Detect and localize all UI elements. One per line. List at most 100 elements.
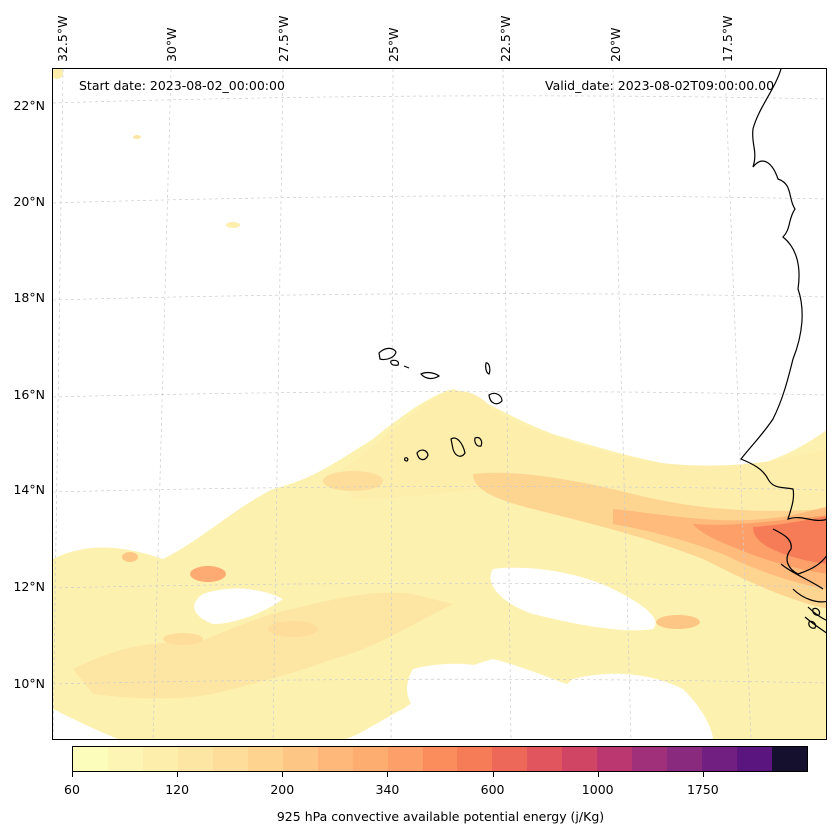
grid-lat-10 bbox=[53, 678, 826, 685]
grid-lat-14 bbox=[53, 486, 826, 493]
island-maio bbox=[474, 436, 483, 447]
cape-blob-w1 bbox=[190, 566, 226, 582]
lat-label-10n: 10°N bbox=[13, 676, 45, 691]
colorbar-tick-mark bbox=[492, 772, 494, 777]
colorbar-tick-label: 60 bbox=[64, 782, 80, 797]
island-sao-vicente bbox=[390, 359, 400, 366]
colorbar-segment-18 bbox=[702, 747, 738, 771]
gridlines bbox=[53, 69, 826, 739]
colorbar-segment-15 bbox=[597, 747, 633, 771]
colorbar-tick-mark bbox=[282, 772, 284, 777]
island-boa-vista bbox=[488, 392, 503, 405]
cape-blob-n2 bbox=[133, 135, 141, 139]
colorbar-segment-1 bbox=[107, 747, 143, 771]
cape-gap-far-south bbox=[53, 709, 119, 739]
lat-label-20n: 20°N bbox=[13, 194, 45, 209]
cape-blob-corner bbox=[53, 69, 63, 79]
colorbar-segment-2 bbox=[142, 747, 178, 771]
grid-lat-20 bbox=[53, 195, 826, 204]
grid-lon-30 bbox=[152, 69, 172, 739]
cape-band-south bbox=[73, 592, 453, 699]
grid-lon-32-5 bbox=[53, 69, 64, 739]
island-bijagos-1 bbox=[812, 607, 821, 616]
lon-label-30w: 30°W bbox=[164, 27, 179, 62]
grid-lat-22 bbox=[53, 95, 826, 104]
lat-label-12n: 12°N bbox=[13, 579, 45, 594]
colorbar-segment-4 bbox=[212, 747, 248, 771]
island-brava bbox=[404, 457, 409, 462]
cape-blob-s bbox=[163, 633, 203, 645]
map-canvas[interactable] bbox=[53, 69, 827, 740]
cape-blob-w2 bbox=[122, 552, 138, 562]
cape-plume-1 bbox=[473, 472, 826, 609]
coast-guinea-bissau bbox=[780, 563, 826, 603]
grid-lat-12 bbox=[53, 582, 826, 589]
colorbar-segment-13 bbox=[527, 747, 563, 771]
cape-blob-se bbox=[656, 615, 700, 629]
lat-label-18n: 18°N bbox=[13, 290, 45, 305]
colorbar-segment-20 bbox=[772, 747, 808, 771]
lon-label-17-5w: 17.5°W bbox=[720, 15, 735, 62]
valid-date-label: Valid_date: 2023-08-02T09:00:00.00 bbox=[545, 78, 775, 93]
colorbar-segment-19 bbox=[737, 747, 773, 771]
coast-west-africa bbox=[740, 69, 826, 522]
colorbar-segment-6 bbox=[282, 747, 318, 771]
cape-gap-mid bbox=[490, 567, 656, 631]
colorbar bbox=[72, 746, 808, 772]
grid-lon-22-5 bbox=[502, 69, 512, 739]
island-santo-antao bbox=[378, 347, 397, 361]
cape-gap-south bbox=[407, 663, 523, 724]
colorbar-tick-label: 600 bbox=[480, 782, 505, 797]
island-santiago bbox=[450, 437, 466, 457]
islands bbox=[378, 347, 821, 629]
colorbar-segment-10 bbox=[422, 747, 458, 771]
colorbar-segment-5 bbox=[247, 747, 283, 771]
colorbar-tick-label: 340 bbox=[375, 782, 400, 797]
colorbar-tick-mark bbox=[597, 772, 599, 777]
colorbar-tick-mark bbox=[702, 772, 704, 777]
cape-band-north bbox=[343, 390, 826, 539]
colorbar-tick-label: 200 bbox=[270, 782, 295, 797]
colorbar-segment-12 bbox=[492, 747, 528, 771]
coastlines bbox=[740, 69, 826, 634]
colorbar-tick-mark bbox=[177, 772, 179, 777]
coast-guinea bbox=[804, 606, 826, 634]
map-panel[interactable] bbox=[52, 68, 827, 740]
colorbar-tick-mark bbox=[387, 772, 389, 777]
cape-blob-mid1 bbox=[323, 471, 383, 491]
colorbar-segment-7 bbox=[317, 747, 353, 771]
colorbar-segment-11 bbox=[457, 747, 493, 771]
island-bijagos-2 bbox=[808, 620, 817, 629]
grid-lat-16 bbox=[53, 391, 826, 398]
island-santa-luzia bbox=[403, 365, 410, 369]
colorbar-segment-9 bbox=[387, 747, 423, 771]
lon-label-22-5w: 22.5°W bbox=[498, 15, 513, 62]
colorbar-segment-3 bbox=[177, 747, 213, 771]
colorbar-segment-0 bbox=[73, 747, 108, 771]
colorbar-tick-label: 1750 bbox=[686, 782, 719, 797]
cape-blob-mid2 bbox=[268, 621, 318, 637]
grid-lon-20 bbox=[612, 69, 632, 739]
colorbar-segment-16 bbox=[632, 747, 668, 771]
lon-label-27-5w: 27.5°W bbox=[276, 15, 291, 62]
grid-lon-27-5 bbox=[272, 69, 284, 739]
colorbar-tick-label: 1000 bbox=[581, 782, 614, 797]
lon-label-20w: 20°W bbox=[608, 27, 623, 62]
lat-label-22n: 22°N bbox=[13, 98, 45, 113]
cape-field bbox=[53, 69, 826, 739]
island-sal bbox=[485, 362, 491, 375]
coast-senegal-south bbox=[772, 528, 826, 575]
lon-label-25w: 25°W bbox=[386, 27, 401, 62]
colorbar-segment-14 bbox=[562, 747, 598, 771]
grid-lat-18 bbox=[53, 293, 826, 301]
cape-gap-se bbox=[551, 673, 713, 739]
colorbar-segment-17 bbox=[667, 747, 703, 771]
colorbar-title: 925 hPa convective available potential e… bbox=[276, 809, 605, 824]
cape-blob-n1 bbox=[226, 222, 240, 228]
lat-label-16n: 16°N bbox=[13, 387, 45, 402]
lon-label-32-5w: 32.5°W bbox=[55, 15, 70, 62]
cape-gap-left bbox=[194, 588, 283, 624]
grid-lon-17-5 bbox=[724, 69, 752, 739]
colorbar-tick-label: 120 bbox=[165, 782, 190, 797]
start-date-label: Start date: 2023-08-02_00:00:00 bbox=[79, 78, 285, 93]
